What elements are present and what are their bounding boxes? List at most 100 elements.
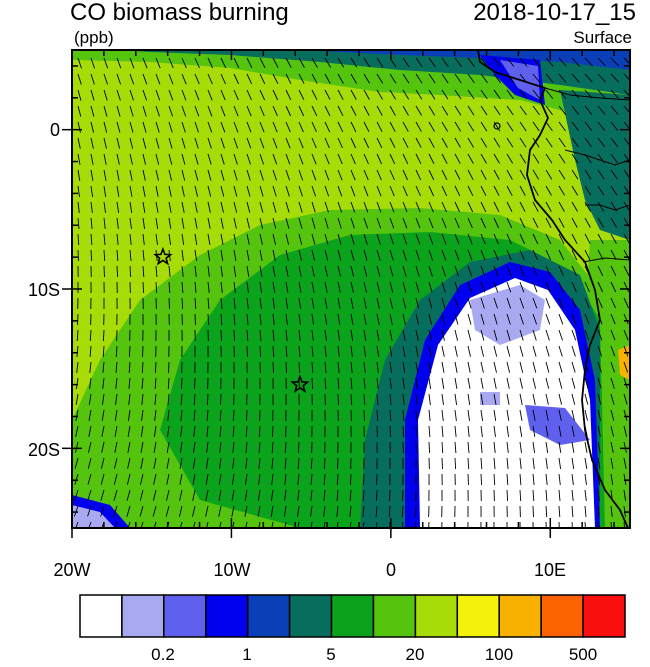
map-title: CO biomass burning: [70, 0, 289, 26]
wind-vector: [610, 217, 617, 228]
wind-vector: [155, 281, 158, 294]
wind-vector: [584, 457, 588, 469]
border-angola: [582, 257, 630, 263]
wind-vector: [610, 265, 617, 277]
wind-vector: [142, 153, 147, 165]
wind-vector: [336, 505, 339, 517]
wind-vector: [610, 89, 619, 99]
wind-vector: [141, 393, 144, 405]
wind-vector: [428, 73, 436, 84]
wind-vector: [532, 233, 539, 245]
wind-vector: [506, 201, 513, 213]
wind-vector: [584, 425, 588, 437]
wind-vector: [181, 73, 187, 85]
wind-vector: [207, 185, 212, 197]
wind-vector: [116, 169, 120, 181]
wind-vector: [167, 409, 170, 421]
wind-vector: [493, 105, 501, 116]
wind-vector: [467, 361, 471, 373]
wind-vector: [285, 169, 291, 181]
wind-vector: [115, 377, 118, 389]
wind-vector: [415, 377, 418, 389]
wind-vector: [610, 153, 618, 164]
wind-vector: [116, 265, 119, 278]
wind-vector: [376, 217, 382, 229]
wind-vector: [324, 249, 329, 261]
wind-vector: [129, 169, 133, 181]
wind-vector: [428, 121, 435, 132]
wind-vector: [571, 457, 575, 469]
wind-vector: [558, 425, 562, 437]
wind-vector: [376, 185, 382, 197]
wind-vector: [623, 345, 629, 357]
wind-vector: [493, 265, 499, 277]
wind-vector: [114, 425, 118, 437]
wind-vector: [259, 345, 262, 358]
wind-vector: [519, 377, 523, 389]
wind-vector: [363, 345, 367, 357]
wind-vector: [324, 281, 328, 293]
wind-vector: [259, 185, 264, 197]
wind-vector: [597, 169, 605, 180]
wind-vector: [168, 217, 172, 229]
wind-vector: [532, 425, 536, 437]
wind-vector: [194, 169, 199, 181]
wind-vector: [77, 73, 82, 85]
wind-vector: [181, 249, 184, 261]
wind-vector: [363, 57, 371, 68]
wind-vector: [506, 137, 514, 148]
wind-vector: [298, 281, 302, 293]
wind-vector: [402, 297, 407, 309]
wind-vector: [506, 377, 510, 389]
wind-vector: [246, 409, 248, 422]
wind-vector: [623, 425, 628, 437]
wind-vector: [363, 393, 366, 406]
wind-vector: [389, 105, 396, 116]
wind-vector: [103, 185, 107, 197]
wind-vector: [127, 425, 131, 437]
wind-vector: [181, 233, 185, 245]
wind-vector: [181, 105, 187, 117]
wind-vector: [168, 89, 174, 101]
wind-vector: [181, 265, 184, 277]
wind-vector: [532, 249, 538, 261]
wind-vector: [77, 201, 80, 213]
wind-vector: [584, 217, 591, 228]
wind-vector: [155, 57, 161, 69]
wind-vector: [246, 313, 249, 326]
wind-vector: [155, 233, 158, 245]
wind-vector: [167, 393, 170, 406]
wind-vector: [142, 137, 147, 149]
wind-vector: [324, 345, 327, 357]
wind-vector: [311, 89, 318, 101]
wind-vector: [220, 153, 225, 165]
wind-vector: [218, 505, 222, 517]
wind-vector: [597, 361, 602, 373]
wind-vector: [153, 425, 157, 437]
wind-vector: [597, 265, 604, 277]
wind-vector: [194, 265, 197, 277]
wind-vector: [597, 105, 606, 115]
wind-vector: [246, 265, 250, 277]
wind-vector: [363, 313, 367, 325]
wind-vector: [441, 265, 446, 277]
level-label: Surface: [573, 28, 632, 47]
wind-vector: [467, 297, 472, 309]
wind-vector: [415, 329, 419, 341]
wind-vector: [180, 409, 183, 421]
wind-vector: [467, 57, 475, 68]
wind-vector: [89, 345, 92, 358]
wind-vector: [337, 377, 340, 390]
wind-vector: [77, 233, 80, 246]
wind-vector: [558, 329, 563, 341]
wind-vector: [271, 457, 274, 469]
wind-vector: [389, 361, 392, 373]
wind-vector: [337, 265, 342, 277]
wind-vector: [532, 57, 541, 67]
wind-vector: [102, 377, 105, 389]
wind-vector: [337, 361, 340, 373]
colorbar-label-0: 0.2: [151, 645, 175, 664]
wind-vector: [402, 265, 407, 277]
wind-vector: [454, 201, 461, 213]
colorbar-swatch: [246, 594, 291, 638]
